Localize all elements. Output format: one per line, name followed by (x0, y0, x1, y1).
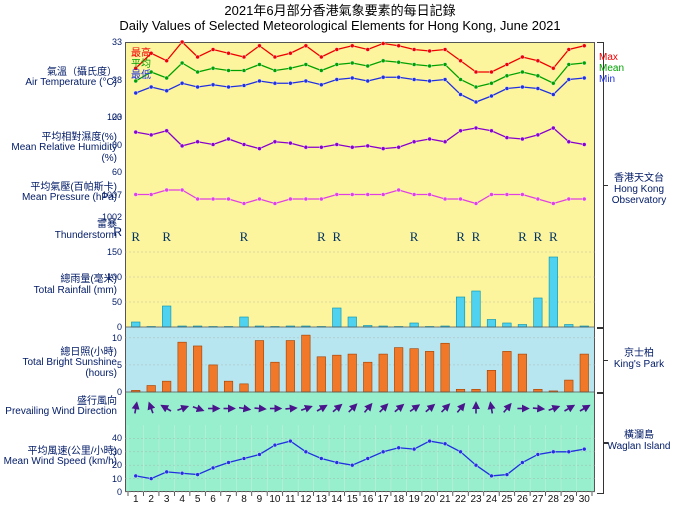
x-axis: 1234567891011121314151617181920212223242… (125, 494, 595, 506)
ytick: 40 (100, 433, 122, 443)
legend-max: Max (599, 52, 618, 63)
title-english: Daily Values of Selected Meteorological … (0, 19, 680, 34)
ytick: 33 (100, 37, 122, 47)
svg-text:R: R (410, 229, 419, 244)
svg-text:R: R (518, 229, 527, 244)
svg-text:平均: 平均 (131, 58, 151, 70)
ytick: 5 (100, 360, 122, 370)
chart-title: 2021年6月部分香港氣象要素的每日記錄 Daily Values of Sel… (0, 0, 680, 34)
svg-text:R: R (332, 229, 341, 244)
ytick: 150 (100, 247, 122, 257)
right-label: 京士柏King's Park (600, 348, 678, 370)
svg-text:R: R (240, 229, 249, 244)
ytick: 0 (100, 322, 122, 332)
svg-text:R: R (549, 229, 558, 244)
svg-text:R: R (162, 229, 171, 244)
meteorological-chart-container: 2021年6月部分香港氣象要素的每日記錄 Daily Values of Sel… (0, 0, 680, 507)
svg-text:R: R (317, 229, 326, 244)
svg-text:最低: 最低 (131, 68, 151, 81)
svg-text:最高: 最高 (131, 46, 151, 59)
ytick: 10 (100, 333, 122, 343)
temp-line-min (136, 77, 585, 102)
right-label: 橫瀾島Waglan Island (600, 430, 678, 452)
right-label: 香港天文台Hong Kong Observatory (600, 173, 678, 206)
data-svg: 最高平均最低RRRRRRRRRRR (125, 42, 595, 492)
legend-min: Min (599, 74, 615, 85)
svg-text:R: R (131, 229, 140, 244)
plot-area: 氣溫（攝氏度）Air Temperature (°C)232833平均相對濕度(… (125, 42, 595, 492)
temp-line-max (136, 42, 585, 72)
ytick: 50 (100, 297, 122, 307)
ytick: 100 (100, 272, 122, 282)
ytick: 10 (100, 474, 122, 484)
ytick: 28 (100, 75, 122, 85)
legend-mean: Mean (599, 63, 624, 74)
ytick: 60 (100, 167, 122, 177)
ytick: 1007 (100, 190, 122, 200)
ytick: 20 (100, 460, 122, 470)
svg-text:R: R (456, 229, 465, 244)
ytick: 100 (100, 112, 122, 122)
svg-text:R: R (534, 229, 543, 244)
ytick: 0 (100, 487, 122, 497)
temp-line-mean (136, 61, 585, 87)
title-chinese: 2021年6月部分香港氣象要素的每日記錄 (0, 4, 680, 19)
ytick: 30 (100, 447, 122, 457)
ytick: 80 (100, 140, 122, 150)
ylabel-winddir: 盛行風向Prevailing Wind Direction (2, 397, 117, 418)
svg-text:R: R (472, 229, 481, 244)
